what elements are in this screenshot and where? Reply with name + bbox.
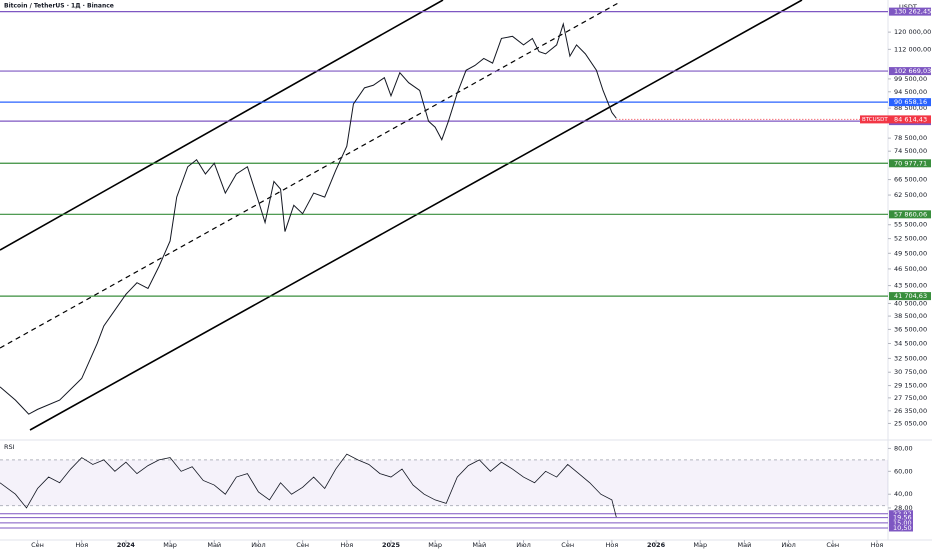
y-tick-label: 55 500,00 xyxy=(894,221,927,229)
rsi-level-bg xyxy=(889,514,913,522)
y-tick-label: 66 500,00 xyxy=(894,176,927,184)
level-label: 130 262,45 xyxy=(894,8,931,16)
y-tick-label: 62 500,00 xyxy=(894,191,927,199)
x-tick-label: Сен xyxy=(561,541,574,549)
x-tick-label: Ноя xyxy=(605,541,618,549)
channel-upper xyxy=(0,0,444,251)
rsi-level-bg xyxy=(889,510,913,518)
y-tick-label: 26 350,00 xyxy=(894,407,927,415)
x-tick-label: Июл xyxy=(251,541,266,549)
x-tick-label: Май xyxy=(738,541,752,549)
x-tick-label: Ноя xyxy=(871,541,884,549)
level-label-bg xyxy=(889,210,931,219)
level-label: 57 860,06 xyxy=(894,210,927,218)
y-tick-label: 27 750,00 xyxy=(894,394,927,402)
x-tick-label: Ноя xyxy=(75,541,88,549)
last-price-name: BTCUSDT xyxy=(862,117,888,123)
x-tick-label: Сен xyxy=(31,541,44,549)
y-tick-label: 30 750,00 xyxy=(894,368,927,376)
unit-label: USDT xyxy=(899,3,917,11)
last-price-bg xyxy=(860,115,931,124)
y-tick-label: 36 500,00 xyxy=(894,325,927,333)
rsi-level-bg xyxy=(889,524,913,532)
y-tick-label: 38 500,00 xyxy=(894,312,927,320)
y-tick-label: 78 500,00 xyxy=(894,134,927,142)
x-tick-label: Ноя xyxy=(340,541,353,549)
x-tick-label: Сен xyxy=(296,541,309,549)
level-label: 41 704,63 xyxy=(894,292,927,300)
x-tick-label: Май xyxy=(207,541,221,549)
y-tick-label: 25 050,00 xyxy=(894,419,927,427)
price-line xyxy=(0,21,617,415)
y-tick-label: 88 500,00 xyxy=(894,104,927,112)
rsi-level-label: 10,50 xyxy=(893,524,912,532)
rsi-band xyxy=(0,459,888,506)
level-label: 102 669,03 xyxy=(894,67,931,75)
rsi-y-tick-label: 28,00 xyxy=(894,504,913,512)
rsi-level-label: 22,92 xyxy=(893,510,912,518)
y-tick-label: 52 500,00 xyxy=(894,235,927,243)
y-tick-label: 46 500,00 xyxy=(894,265,927,273)
rsi-level-bg xyxy=(889,519,913,527)
level-label-bg xyxy=(889,7,931,16)
y-tick-label: 99 500,00 xyxy=(894,75,927,83)
x-tick-label: Мар xyxy=(163,541,177,549)
channel-middle xyxy=(0,1,621,349)
y-tick-label: 29 150,00 xyxy=(894,382,927,390)
y-tick-label: 43 500,00 xyxy=(894,282,927,290)
x-tick-label: 2026 xyxy=(647,541,666,549)
y-tick-label: 94 500,00 xyxy=(894,88,927,96)
level-label-bg xyxy=(889,98,931,107)
rsi-label: RSI xyxy=(4,443,15,451)
y-tick-label: 40 500,00 xyxy=(894,299,927,307)
rsi-level-label: 15,00 xyxy=(893,519,912,527)
x-tick-label: 2024 xyxy=(117,541,136,549)
rsi-y-tick-label: 40,00 xyxy=(894,490,913,498)
level-label-bg xyxy=(889,159,931,168)
rsi-level-label: 19,56 xyxy=(893,514,912,522)
y-tick-label: 112 000,00 xyxy=(894,45,931,53)
y-tick-label: 74 500,00 xyxy=(894,147,927,155)
y-tick-label: 34 500,00 xyxy=(894,339,927,347)
x-tick-label: 2025 xyxy=(382,541,401,549)
level-label-bg xyxy=(889,292,931,301)
x-tick-label: Июл xyxy=(781,541,796,549)
rsi-y-tick-label: 60,00 xyxy=(894,467,913,475)
y-tick-label: 32 500,00 xyxy=(894,354,927,362)
y-tick-label: 49 500,00 xyxy=(894,249,927,257)
rsi-y-tick-label: 80,00 xyxy=(894,444,913,452)
last-price-label: 84 614,43 xyxy=(894,115,927,123)
x-tick-label: Сен xyxy=(826,541,839,549)
y-tick-label: 120 000,00 xyxy=(894,28,931,36)
rsi-line xyxy=(0,453,617,518)
level-label-bg xyxy=(889,67,931,76)
level-label: 90 658,16 xyxy=(894,98,927,106)
x-tick-label: Май xyxy=(472,541,486,549)
x-tick-label: Июл xyxy=(516,541,531,549)
level-label: 70 977,71 xyxy=(894,159,927,167)
x-tick-label: Мар xyxy=(693,541,707,549)
chart-title: Bitcoin / TetherUS · 1Д · Binance xyxy=(4,3,114,10)
x-tick-label: Мар xyxy=(428,541,442,549)
